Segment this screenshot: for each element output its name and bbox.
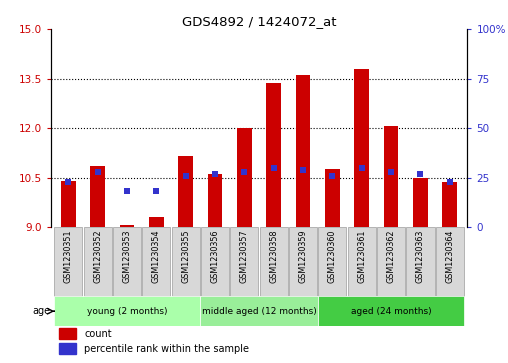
Title: GDS4892 / 1424072_at: GDS4892 / 1424072_at: [182, 15, 336, 28]
FancyBboxPatch shape: [54, 227, 82, 296]
Bar: [237, 128, 252, 227]
Text: GSM1230354: GSM1230354: [152, 230, 161, 283]
Bar: [208, 174, 223, 227]
FancyBboxPatch shape: [142, 227, 171, 296]
Bar: [442, 183, 457, 227]
FancyBboxPatch shape: [406, 227, 434, 296]
Text: GSM1230364: GSM1230364: [445, 230, 454, 283]
FancyBboxPatch shape: [230, 227, 259, 296]
Bar: [120, 225, 135, 227]
Bar: [296, 75, 310, 227]
Text: aged (24 months): aged (24 months): [351, 307, 431, 316]
Text: GSM1230360: GSM1230360: [328, 230, 337, 283]
FancyBboxPatch shape: [347, 227, 376, 296]
FancyBboxPatch shape: [289, 227, 317, 296]
Text: GSM1230361: GSM1230361: [357, 230, 366, 283]
FancyBboxPatch shape: [201, 227, 229, 296]
Text: percentile rank within the sample: percentile rank within the sample: [84, 344, 249, 354]
FancyBboxPatch shape: [172, 227, 200, 296]
FancyBboxPatch shape: [377, 227, 405, 296]
Bar: [178, 156, 193, 227]
Bar: [384, 126, 398, 227]
Text: GSM1230357: GSM1230357: [240, 230, 249, 284]
FancyBboxPatch shape: [318, 296, 464, 326]
FancyBboxPatch shape: [201, 296, 318, 326]
Text: GSM1230353: GSM1230353: [122, 230, 132, 283]
Bar: [59, 328, 76, 339]
FancyBboxPatch shape: [436, 227, 464, 296]
Text: GSM1230362: GSM1230362: [387, 230, 396, 283]
Bar: [61, 181, 76, 227]
Text: GSM1230351: GSM1230351: [64, 230, 73, 283]
Text: middle aged (12 months): middle aged (12 months): [202, 307, 316, 316]
Text: GSM1230363: GSM1230363: [416, 230, 425, 283]
Text: GSM1230355: GSM1230355: [181, 230, 190, 284]
Text: count: count: [84, 329, 112, 339]
FancyBboxPatch shape: [84, 227, 112, 296]
Text: GSM1230358: GSM1230358: [269, 230, 278, 283]
Bar: [355, 69, 369, 227]
Bar: [90, 166, 105, 227]
Text: young (2 months): young (2 months): [87, 307, 167, 316]
FancyBboxPatch shape: [260, 227, 288, 296]
Bar: [325, 169, 340, 227]
Text: age: age: [33, 306, 51, 316]
Text: GSM1230352: GSM1230352: [93, 230, 102, 284]
FancyBboxPatch shape: [113, 227, 141, 296]
Text: GSM1230356: GSM1230356: [211, 230, 219, 283]
Bar: [413, 178, 428, 227]
Bar: [59, 343, 76, 354]
Bar: [266, 83, 281, 227]
Text: GSM1230359: GSM1230359: [299, 230, 307, 284]
FancyBboxPatch shape: [319, 227, 346, 296]
FancyBboxPatch shape: [54, 296, 201, 326]
Bar: [149, 217, 164, 227]
